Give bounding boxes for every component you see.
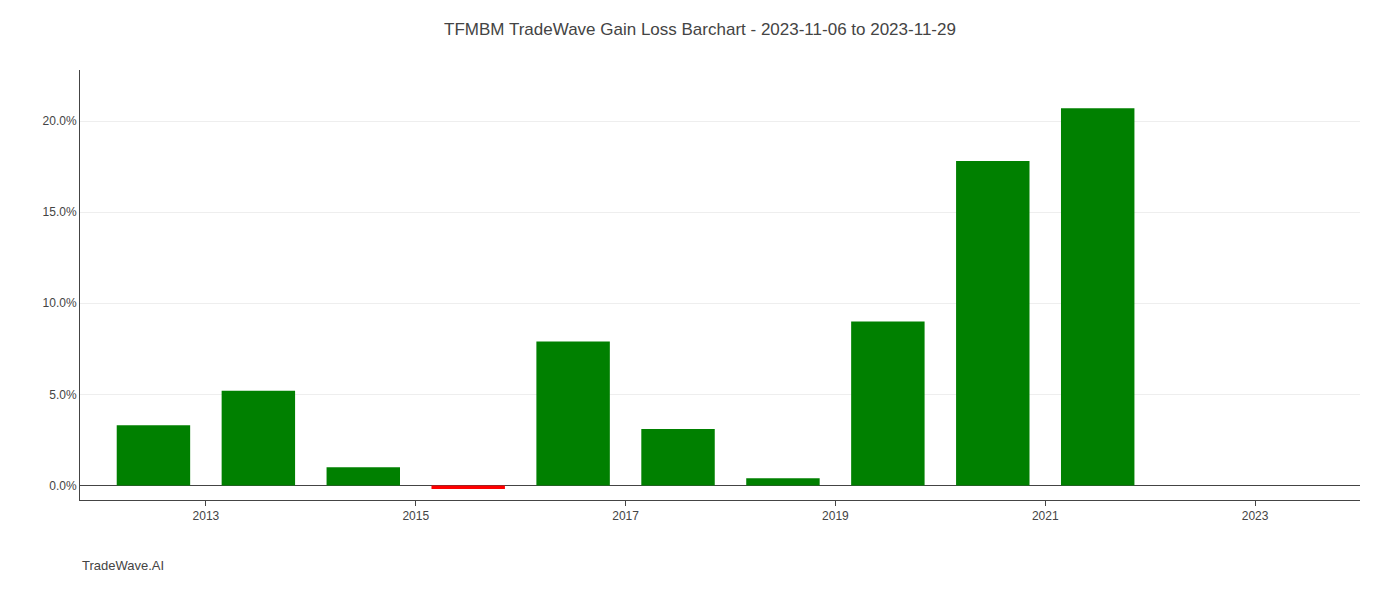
svg-text:2021: 2021 <box>1032 509 1059 523</box>
svg-text:20.0%: 20.0% <box>43 114 77 128</box>
svg-text:2023: 2023 <box>1242 509 1269 523</box>
svg-text:2019: 2019 <box>822 509 849 523</box>
svg-text:TradeWave.AI: TradeWave.AI <box>82 558 164 573</box>
svg-text:2017: 2017 <box>612 509 639 523</box>
svg-text:0.0%: 0.0% <box>49 479 77 493</box>
svg-text:TFMBM TradeWave Gain Loss Barc: TFMBM TradeWave Gain Loss Barchart - 202… <box>444 20 956 39</box>
svg-text:10.0%: 10.0% <box>43 296 77 310</box>
svg-text:2013: 2013 <box>193 509 220 523</box>
svg-text:5.0%: 5.0% <box>49 388 77 402</box>
svg-text:15.0%: 15.0% <box>43 205 77 219</box>
svg-text:2015: 2015 <box>402 509 429 523</box>
